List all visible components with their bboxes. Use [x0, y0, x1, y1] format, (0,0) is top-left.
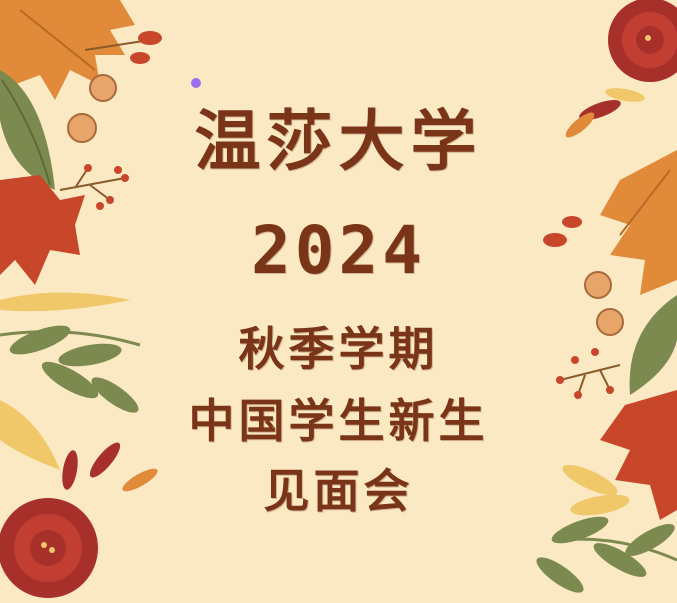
maple-leaf-icon — [600, 150, 677, 295]
willow-leaf-icon — [565, 88, 645, 138]
willow-leaf-icon — [0, 292, 141, 470]
berry-branch-icon — [556, 348, 621, 399]
semester-line: 秋季学期 — [238, 322, 439, 376]
berry-branch-icon — [59, 164, 129, 210]
willow-leaf-icon — [0, 70, 55, 190]
willow-leaf-icon — [62, 442, 158, 492]
maple-leaf-icon — [0, 0, 135, 100]
event-line: 中国学生新生 — [188, 394, 489, 448]
willow-leaf-icon — [629, 295, 677, 395]
meeting-line: 见面会 — [263, 464, 414, 518]
rose-flower-icon — [608, 0, 677, 82]
seed-pod-icon — [67, 31, 162, 143]
willow-leaf-icon — [536, 464, 677, 593]
rose-flower-icon — [0, 498, 98, 598]
year-title: 2024 — [251, 212, 426, 289]
university-title: 温莎大学 — [194, 103, 483, 180]
pointer-dot — [191, 78, 201, 88]
maple-leaf-icon — [0, 175, 85, 285]
maple-leaf-icon — [600, 390, 677, 520]
seed-pod-icon — [543, 216, 624, 336]
